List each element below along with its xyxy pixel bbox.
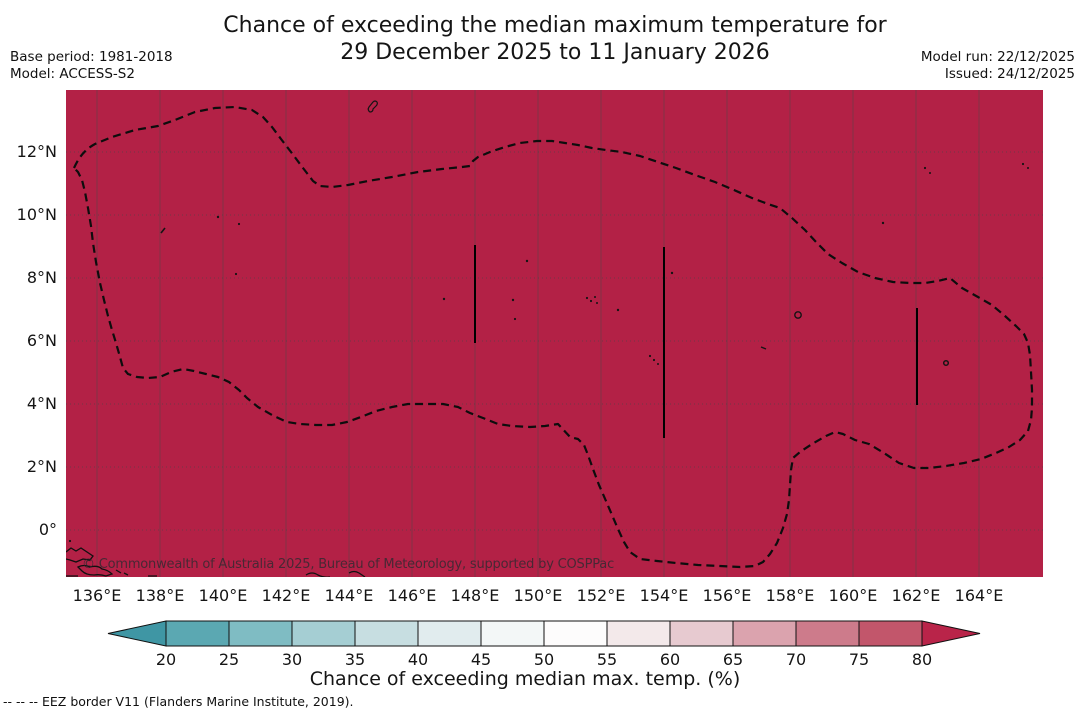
colorbar-arrow-low [107, 620, 167, 647]
y-tick-label-12°N: 12°N [16, 142, 57, 161]
island-markers [68, 100, 1029, 543]
colorbar-segments [166, 621, 922, 646]
eez-sector-boundaries [474, 245, 918, 438]
y-tick-label-4°N: 4°N [26, 394, 57, 413]
copyright-watermark: © Commonwealth of Australia 2025, Bureau… [82, 557, 615, 572]
x-tick-label-144°E: 144°E [324, 586, 374, 605]
colorbar-segment-7 [607, 621, 670, 646]
x-tick-label-138°E: 138°E [135, 586, 185, 605]
colorbar-segment-6 [544, 621, 607, 646]
colorbar-tick-label-80: 80 [911, 650, 933, 669]
colorbar-tick-label-65: 65 [722, 650, 744, 669]
x-tick-label-160°E: 160°E [828, 586, 878, 605]
colorbar-tick-label-60: 60 [659, 650, 681, 669]
map-ocean-fill [66, 90, 1043, 577]
colorbar-tick-label-30: 30 [281, 650, 303, 669]
issued-text: Issued: 24/12/2025 [944, 65, 1075, 82]
colorbar-segment-0 [166, 621, 229, 646]
atoll-speck [442, 297, 446, 301]
y-tick-label-0°: 0° [38, 520, 57, 539]
colorbar-outline [165, 620, 923, 647]
atoll-speck [881, 221, 885, 225]
page-title-line1: Chance of exceeding the median maximum t… [223, 13, 887, 38]
y-tick-label-6°N: 6°N [26, 331, 57, 350]
atoll-speck [237, 222, 241, 226]
map-plot-area [66, 90, 1043, 577]
colorbar-tick-label-40: 40 [407, 650, 429, 669]
colorbar-segment-10 [796, 621, 859, 646]
x-tick-label-164°E: 164°E [954, 586, 1004, 605]
colorbar-tick-label-25: 25 [218, 650, 240, 669]
colorbar-segment-9 [733, 621, 796, 646]
coastline-fragments [66, 547, 366, 577]
y-tick-label-2°N: 2°N [26, 457, 57, 476]
x-tick-label-136°E: 136°E [72, 586, 122, 605]
y-tick-label-10°N: 10°N [16, 205, 57, 224]
colorbar-tick-label-20: 20 [155, 650, 177, 669]
x-tick-label-162°E: 162°E [891, 586, 941, 605]
colorbar-label: Chance of exceeding median max. temp. (%… [309, 668, 741, 690]
kosrae-outline [942, 359, 950, 367]
x-tick-label-142°E: 142°E [261, 586, 311, 605]
x-tick-label-148°E: 148°E [450, 586, 500, 605]
colorbar-segment-8 [670, 621, 733, 646]
colorbar-tick-label-35: 35 [344, 650, 366, 669]
mortlock-specks [648, 354, 659, 365]
pohnpei-outline [794, 311, 802, 319]
annotation-right: Model run: 22/12/2025 Issued: 24/12/2025 [921, 49, 1075, 83]
y-tick-label-8°N: 8°N [26, 268, 57, 287]
atoll-dash [760, 346, 767, 350]
atoll-speck [525, 259, 529, 263]
x-tick-label-154°E: 154°E [639, 586, 689, 605]
x-tick-label-156°E: 156°E [702, 586, 752, 605]
x-tick-label-146°E: 146°E [387, 586, 437, 605]
colorbar-segment-11 [859, 621, 922, 646]
colorbar-arrow-high [921, 620, 981, 647]
x-tick-label-158°E: 158°E [765, 586, 815, 605]
model-text: Model: ACCESS-S2 [10, 65, 135, 82]
guam-outline [367, 100, 378, 113]
colorbar-segment-2 [292, 621, 355, 646]
latitude-gridlines [66, 151, 1043, 531]
x-tick-label-150°E: 150°E [513, 586, 563, 605]
model-run-text: Model run: 22/12/2025 [920, 49, 1075, 65]
x-tick-label-140°E: 140°E [198, 586, 248, 605]
x-tick-label-152°E: 152°E [576, 586, 626, 605]
atoll-speck [513, 317, 517, 321]
atoll-speck [234, 272, 238, 276]
annotation-left: Base period: 1981-2018 Model: ACCESS-S2 [10, 49, 173, 83]
colorbar [107, 620, 981, 647]
atoll-speck [670, 271, 674, 275]
colorbar-tick-label-50: 50 [533, 650, 555, 669]
colorbar-segment-3 [355, 621, 418, 646]
eez-border-path [72, 105, 1034, 569]
atoll-speck [68, 539, 72, 543]
colorbar-segment-4 [418, 621, 481, 646]
yap-outline [160, 227, 166, 234]
colorbar-tick-label-70: 70 [785, 650, 807, 669]
colorbar-tick-label-75: 75 [848, 650, 870, 669]
eez-source-footer: -- -- -- EEZ border V11 (Flanders Marine… [3, 694, 354, 709]
atoll-speck [216, 215, 220, 219]
colorbar-segment-5 [481, 621, 544, 646]
chuuk-specks [585, 296, 598, 304]
page-title-line2: 29 December 2025 to 11 January 2026 [340, 40, 770, 65]
atoll-speck [616, 308, 620, 312]
colorbar-segment-1 [229, 621, 292, 646]
atoll-speck [511, 298, 515, 302]
base-period-text: Base period: 1981-2018 [10, 49, 173, 65]
colorbar-tick-label-45: 45 [470, 650, 492, 669]
marshall-specks [923, 162, 1029, 174]
colorbar-tick-label-55: 55 [596, 650, 618, 669]
